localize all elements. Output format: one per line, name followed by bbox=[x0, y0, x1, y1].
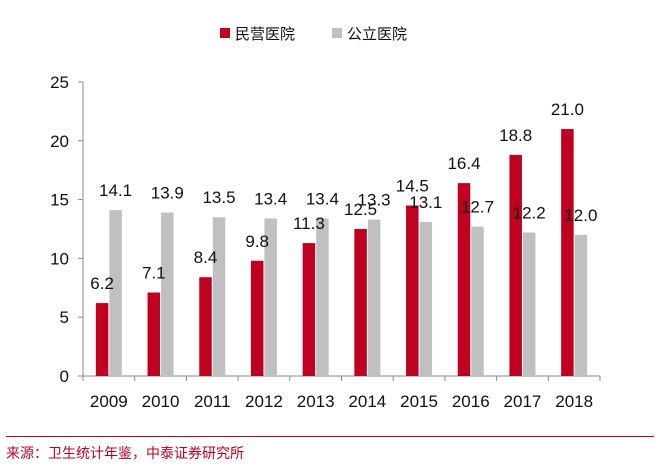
private-hospital-value-label: 9.8 bbox=[245, 232, 269, 251]
private-hospital-bar bbox=[147, 292, 161, 376]
bars bbox=[95, 129, 588, 376]
private-hospital-value-label: 18.8 bbox=[499, 126, 532, 145]
y-tick-label: 20 bbox=[50, 132, 69, 151]
public-hospital-bar bbox=[109, 210, 122, 376]
y-tick-label: 25 bbox=[50, 73, 69, 92]
legend: 民营医院 公立医院 bbox=[220, 25, 407, 43]
private-hospital-bar bbox=[95, 303, 109, 376]
public-hospital-bar bbox=[161, 212, 174, 376]
legend-swatch bbox=[332, 28, 342, 38]
x-tick-label: 2016 bbox=[452, 392, 490, 411]
x-tick-label: 2018 bbox=[555, 392, 593, 411]
public-hospital-value-label: 12.7 bbox=[461, 198, 494, 217]
private-hospital-value-label: 16.4 bbox=[447, 154, 480, 173]
x-tick-label: 2014 bbox=[348, 392, 386, 411]
x-tick-label: 2017 bbox=[504, 392, 542, 411]
x-tick-label: 2010 bbox=[142, 392, 180, 411]
public-hospital-value-label: 13.4 bbox=[306, 189, 339, 208]
public-hospital-bar bbox=[522, 232, 536, 376]
public-hospital-bar bbox=[316, 218, 329, 376]
public-hospital-value-label: 13.1 bbox=[409, 193, 442, 212]
private-hospital-value-label: 6.2 bbox=[90, 274, 114, 293]
y-tick-label: 15 bbox=[50, 191, 69, 210]
public-hospital-value-label: 12.0 bbox=[564, 206, 597, 225]
y-tick-label: 10 bbox=[50, 249, 69, 268]
private-hospital-bar bbox=[302, 243, 316, 376]
legend-label: 公立医院 bbox=[347, 25, 407, 43]
source-divider bbox=[6, 436, 654, 437]
public-hospital-bar bbox=[419, 221, 433, 376]
public-hospital-bar bbox=[264, 218, 277, 376]
private-hospital-bar bbox=[406, 205, 419, 376]
private-hospital-bar bbox=[250, 260, 264, 376]
y-tick-label: 5 bbox=[60, 308, 69, 327]
x-tick-label: 2009 bbox=[90, 392, 128, 411]
public-hospital-value-label: 14.1 bbox=[99, 181, 132, 200]
private-hospital-value-label: 14.5 bbox=[396, 176, 429, 195]
y-tick-label: 0 bbox=[60, 367, 69, 386]
public-hospital-bar bbox=[212, 217, 226, 376]
private-hospital-bar bbox=[509, 154, 522, 376]
x-tick-label: 2012 bbox=[245, 392, 283, 411]
private-hospital-value-label: 21.0 bbox=[551, 100, 584, 119]
legend-label: 民营医院 bbox=[235, 25, 295, 43]
private-hospital-value-label: 12.5 bbox=[344, 200, 377, 219]
public-hospital-bar bbox=[574, 234, 588, 376]
public-hospital-value-label: 13.3 bbox=[358, 191, 391, 210]
public-hospital-value-label: 13.4 bbox=[254, 189, 287, 208]
private-hospital-bar bbox=[199, 277, 212, 376]
public-hospital-value-label: 13.9 bbox=[151, 184, 184, 203]
public-hospital-bar bbox=[367, 219, 381, 376]
x-tick-label: 2013 bbox=[297, 392, 335, 411]
public-hospital-value-label: 12.2 bbox=[513, 204, 546, 223]
legend-swatch bbox=[220, 28, 230, 38]
public-hospital-value-label: 13.5 bbox=[202, 188, 235, 207]
source-note: 来源：卫生统计年鉴，中泰证券研究所 bbox=[6, 446, 244, 462]
data-labels: 6.2 7.1 8.4 9.8 11.3 12.5 14.5 16.4 18.8 21.0 14.1… bbox=[90, 100, 597, 293]
private-hospital-value-label: 7.1 bbox=[142, 264, 166, 283]
private-hospital-bar bbox=[561, 129, 574, 376]
private-hospital-bar bbox=[354, 229, 367, 376]
x-tick-label: 2015 bbox=[400, 392, 438, 411]
private-hospital-value-label: 11.3 bbox=[293, 214, 325, 233]
public-hospital-bar bbox=[471, 226, 484, 376]
x-tick-label: 2011 bbox=[194, 392, 231, 411]
private-hospital-value-label: 8.4 bbox=[194, 248, 218, 267]
private-hospital-bar bbox=[457, 183, 471, 376]
axes: 0 5 10 15 20 25 2009 2010 2011 2012 2013 2014 2015 20… bbox=[50, 73, 601, 411]
